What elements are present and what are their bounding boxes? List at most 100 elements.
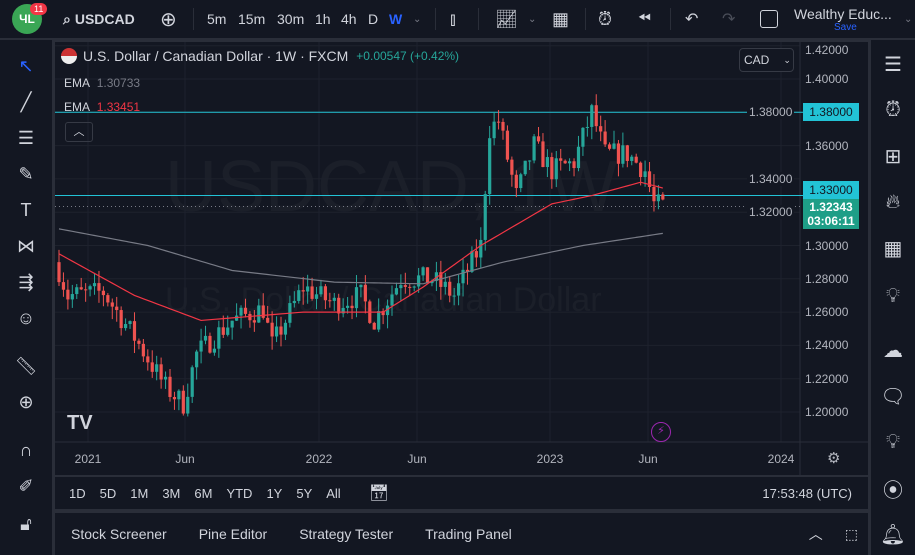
candle-body bbox=[554, 158, 558, 180]
chat-cloud-icon[interactable]: ☁ bbox=[883, 339, 903, 362]
ideas-bulb-icon[interactable]: 💡︎ bbox=[886, 284, 900, 307]
range-3m[interactable]: 3M bbox=[162, 485, 181, 501]
alert-clock-icon[interactable]: ⏰︎ bbox=[598, 8, 613, 29]
candles-icon[interactable]: ⫾ bbox=[450, 8, 456, 29]
chevron-down-icon[interactable]: ⌄ bbox=[528, 13, 537, 25]
symbol-title[interactable]: U.S. Dollar / Canadian Dollar · 1W · FXC… bbox=[83, 48, 349, 64]
interval-5m[interactable]: 5m bbox=[207, 11, 227, 27]
candle-body bbox=[203, 335, 208, 341]
layout-grid-icon[interactable]: ▦ bbox=[552, 8, 570, 29]
save-button[interactable]: Save bbox=[834, 21, 857, 33]
trend-line-icon[interactable]: ╱ bbox=[20, 91, 32, 112]
candle-body bbox=[496, 121, 501, 123]
add-list-icon[interactable]: ⊞ bbox=[884, 145, 902, 168]
candle-body bbox=[301, 290, 305, 292]
fib-icon[interactable]: ☰ bbox=[17, 127, 35, 148]
hline-label-1330: 1.33000 bbox=[803, 181, 859, 199]
brush-icon[interactable]: ✎ bbox=[18, 163, 34, 184]
interval-d[interactable]: D bbox=[368, 11, 379, 27]
hline-label-1380: 1.38000 bbox=[803, 103, 859, 121]
collapse-legend-button[interactable]: ︿ bbox=[65, 122, 93, 142]
candle-body bbox=[385, 305, 390, 316]
zoom-in-icon[interactable]: ⊕ bbox=[18, 391, 34, 412]
goto-date-icon[interactable]: 📅︎ bbox=[368, 485, 390, 502]
candle-body bbox=[323, 286, 327, 301]
range-5d[interactable]: 5D bbox=[99, 485, 117, 501]
ema-legend-2[interactable]: EMA 1.33451 bbox=[64, 100, 141, 114]
currency-select[interactable]: CAD ⌄ bbox=[739, 48, 794, 72]
candle-body bbox=[208, 335, 212, 353]
lock-icon[interactable]: 🔓︎ bbox=[20, 513, 32, 534]
candle-body bbox=[119, 310, 123, 329]
layout-menu[interactable]: Wealthy Educ... Save bbox=[794, 0, 892, 38]
candle-body bbox=[541, 141, 545, 168]
indicators-icon[interactable]: 📈︎ bbox=[495, 8, 518, 29]
collapse-panel-icon[interactable]: ︿ bbox=[808, 526, 823, 542]
utc-clock[interactable]: 17:53:48 (UTC) bbox=[762, 485, 852, 501]
watchlist-icon[interactable]: ☰ bbox=[884, 53, 902, 76]
compare-add-icon[interactable]: ⊕ bbox=[160, 8, 177, 31]
replay-icon[interactable]: ⏪︎ bbox=[638, 10, 651, 27]
candle-body bbox=[505, 130, 510, 160]
interval-15m[interactable]: 15m bbox=[238, 11, 266, 27]
layout-name: Wealthy Educ... bbox=[794, 5, 892, 22]
candle-body bbox=[514, 174, 518, 189]
tab-pine-editor[interactable]: Pine Editor bbox=[198, 526, 268, 542]
ruler-icon[interactable]: 📏︎ bbox=[14, 355, 38, 376]
logo[interactable]: ЧL 11 bbox=[12, 0, 48, 38]
candle-body bbox=[270, 322, 274, 337]
maximize-panel-icon[interactable]: ⬚ bbox=[844, 525, 858, 542]
magnet-icon[interactable]: ∩ bbox=[19, 439, 33, 460]
hotlist-flame-icon[interactable]: 🔥︎ bbox=[885, 190, 901, 213]
candle-body bbox=[155, 364, 159, 372]
candle-body bbox=[479, 239, 483, 258]
candle-body bbox=[239, 307, 243, 316]
chevron-down-icon[interactable]: ⌄ bbox=[413, 13, 422, 25]
prediction-icon[interactable]: ⇶ bbox=[18, 271, 34, 292]
candle-body bbox=[314, 294, 319, 299]
cursor-icon[interactable]: ↖ bbox=[18, 55, 34, 76]
interval-30m[interactable]: 30m bbox=[277, 11, 305, 27]
text-icon[interactable]: T bbox=[20, 199, 32, 220]
range-ytd[interactable]: YTD bbox=[226, 485, 253, 501]
candle-body bbox=[408, 286, 412, 288]
lightning-icon[interactable]: ⚡︎ bbox=[651, 422, 671, 442]
undo-icon[interactable]: ↶ bbox=[685, 11, 699, 28]
chevron-down-icon[interactable]: ⌄ bbox=[904, 13, 913, 25]
range-all[interactable]: All bbox=[326, 485, 341, 501]
streams-icon[interactable]: 💡︎ bbox=[886, 430, 900, 453]
pattern-icon[interactable]: ⋈ bbox=[17, 235, 35, 256]
broadcast-icon[interactable]: ⦿ bbox=[883, 479, 903, 502]
calendar-icon[interactable]: ▦ bbox=[883, 237, 903, 260]
range-1m[interactable]: 1M bbox=[130, 485, 149, 501]
interval-1h[interactable]: 1h bbox=[315, 11, 331, 27]
candle-body bbox=[252, 320, 256, 323]
tab-strategy-tester[interactable]: Strategy Tester bbox=[299, 526, 394, 542]
settings-gear-icon[interactable]: ⚙ bbox=[827, 450, 841, 467]
tab-stock-screener[interactable]: Stock Screener bbox=[71, 526, 167, 542]
range-1d[interactable]: 1D bbox=[69, 485, 86, 501]
fullscreen-icon[interactable] bbox=[760, 0, 778, 38]
ema-legend-1[interactable]: EMA 1.30733 bbox=[64, 76, 141, 90]
price-tick: 1.36000 bbox=[805, 138, 849, 153]
interval-4h[interactable]: 4h bbox=[341, 11, 357, 27]
lock-drawing-icon[interactable]: ✐ bbox=[18, 475, 34, 496]
range-1y[interactable]: 1Y bbox=[266, 485, 283, 501]
candle-body bbox=[417, 275, 421, 287]
candle-body bbox=[594, 105, 598, 127]
range-5y[interactable]: 5Y bbox=[296, 485, 313, 501]
chart-pane[interactable]: USDCAD, 1W U.S. Dollar / Canadian Dollar… bbox=[55, 42, 868, 475]
alarm-clock-icon[interactable]: ⏰︎ bbox=[885, 98, 901, 121]
redo-icon[interactable]: ↷ bbox=[722, 11, 736, 28]
candle-body bbox=[412, 286, 416, 288]
time-tick: 2023 bbox=[536, 452, 564, 466]
tab-trading-panel[interactable]: Trading Panel bbox=[425, 526, 512, 542]
interval-w[interactable]: W bbox=[389, 11, 403, 27]
flag-icon bbox=[61, 48, 77, 64]
candle-body bbox=[190, 367, 194, 397]
range-6m[interactable]: 6M bbox=[194, 485, 213, 501]
messages-icon[interactable]: 🗨︎ bbox=[880, 385, 906, 408]
symbol-search[interactable]: ⌕ USDCAD bbox=[63, 10, 135, 28]
emoji-icon[interactable]: ☺ bbox=[16, 307, 36, 328]
notifications-bell-icon[interactable]: 🔔︎ bbox=[880, 523, 906, 546]
